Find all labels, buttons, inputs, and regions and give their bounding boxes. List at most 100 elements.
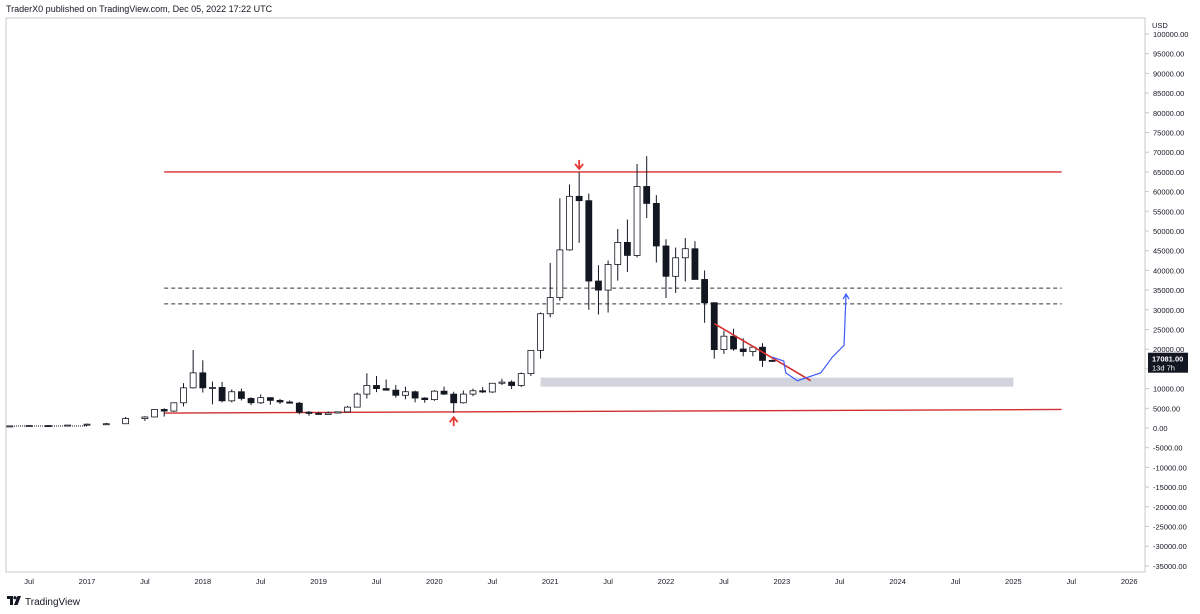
- candle-body: [209, 387, 216, 389]
- candle-body: [266, 397, 274, 401]
- candle-body: [527, 349, 535, 375]
- candle-body: [546, 297, 554, 315]
- candle-body: [595, 280, 602, 291]
- candle-body: [286, 401, 294, 404]
- candle-body: [730, 335, 737, 350]
- support-zone: [540, 377, 1014, 387]
- candle-body: [575, 195, 583, 202]
- resistance-trendline: [713, 322, 812, 382]
- price-tick-label: 40000.00: [1153, 266, 1184, 275]
- candle-body: [315, 413, 323, 415]
- price-tick-label: 60000.00: [1153, 188, 1184, 197]
- price-tick-label: 95000.00: [1153, 50, 1184, 59]
- time-tick-label: Jul: [488, 577, 498, 586]
- candle-body: [421, 397, 429, 401]
- last-price-label: 17081.00 13d 7h: [1148, 352, 1188, 373]
- candle-body: [469, 390, 477, 395]
- time-tick-label: 2017: [79, 577, 96, 586]
- price-tick-label: 0.00: [1153, 424, 1168, 433]
- candle-body: [440, 390, 448, 395]
- candle-body: [228, 391, 236, 402]
- price-tick-label: -25000.00: [1153, 523, 1187, 532]
- candle-body: [652, 203, 660, 247]
- projection-arrowhead: [842, 292, 850, 300]
- price-axis[interactable]: 100000.00 95000.00 90000.00 85000.00 80000.0…: [1145, 30, 1188, 571]
- candle-body: [402, 391, 409, 396]
- projection-path: [771, 294, 847, 382]
- candle-body: [257, 397, 265, 404]
- candle-body: [180, 387, 187, 404]
- candle-body: [324, 412, 332, 415]
- price-tick-label: 20000.00: [1153, 345, 1184, 354]
- candle-body: [691, 248, 699, 280]
- candle-body: [6, 425, 14, 428]
- price-tick-label: 35000.00: [1153, 286, 1184, 295]
- footer: TradingView: [7, 596, 80, 608]
- candle-body: [479, 390, 487, 393]
- zones-layer: [540, 377, 1014, 387]
- candle-body: [295, 402, 303, 413]
- price-tick-label: 5000.00: [1153, 404, 1180, 413]
- price-tick-label: -35000.00: [1153, 562, 1187, 571]
- candles-layer: [6, 156, 776, 428]
- time-tick-label: 2026: [1121, 577, 1138, 586]
- candle-body: [585, 200, 593, 282]
- drawings-layer: [448, 159, 850, 427]
- candle-body: [681, 248, 689, 259]
- candle-body: [102, 423, 110, 426]
- candle-body: [604, 264, 612, 291]
- candle-body: [537, 313, 544, 351]
- price-tick-label: 80000.00: [1153, 109, 1184, 118]
- price-tick-label: 70000.00: [1153, 148, 1184, 157]
- candle-body: [276, 400, 284, 403]
- candle-body: [64, 424, 72, 427]
- price-tick-label: 65000.00: [1153, 168, 1184, 177]
- candle-body: [672, 257, 680, 277]
- candle-body: [334, 411, 342, 414]
- tradingview-logo-icon: [7, 596, 21, 608]
- price-tick-label: -10000.00: [1153, 463, 1187, 472]
- candle-body: [633, 186, 641, 256]
- candle-body: [373, 385, 380, 389]
- candle-body: [45, 425, 52, 427]
- candle-body: [517, 373, 525, 386]
- candle-body: [488, 382, 496, 393]
- candle-body: [701, 279, 708, 304]
- price-tick-label: 75000.00: [1153, 129, 1184, 138]
- price-tick-label: 50000.00: [1153, 227, 1184, 236]
- time-tick-label: Jul: [256, 577, 266, 586]
- candle-body: [450, 393, 458, 404]
- arrow-head: [574, 163, 584, 171]
- arrow-up-icon: [448, 415, 459, 427]
- price-tick-label: -20000.00: [1153, 503, 1187, 512]
- candle-body: [566, 195, 573, 251]
- candle-body: [459, 393, 467, 404]
- time-tick-label: Jul: [24, 577, 34, 586]
- support-trendline: [164, 408, 1062, 414]
- candle-body: [141, 416, 149, 419]
- time-tick-label: Jul: [835, 577, 845, 586]
- candle-body: [344, 406, 351, 413]
- candle-body: [189, 372, 197, 389]
- time-tick-label: Jul: [1067, 577, 1077, 586]
- time-tick-label: Jul: [719, 577, 729, 586]
- candle-body: [624, 242, 631, 256]
- candle-body: [614, 242, 622, 265]
- candle-body: [643, 186, 651, 204]
- candle-body: [430, 390, 438, 401]
- candle-body: [170, 402, 178, 412]
- bar-countdown: 13d 7h: [1152, 364, 1175, 373]
- time-tick-label: 2024: [889, 577, 906, 586]
- time-axis[interactable]: Jul 2017 Jul 2018 Jul 2019 Jul 2020 Jul 2021 Jul 20…: [24, 577, 1137, 586]
- time-tick-label: 2025: [1005, 577, 1022, 586]
- price-tick-label: 25000.00: [1153, 326, 1184, 335]
- price-tick-label: -5000.00: [1153, 444, 1183, 453]
- candle-body: [392, 389, 400, 396]
- candle-body: [768, 360, 776, 362]
- footer-brand: TradingView: [25, 596, 81, 608]
- price-tick-label: 90000.00: [1153, 69, 1184, 78]
- candle-body: [218, 387, 226, 402]
- candle-body: [353, 393, 361, 408]
- candle-body: [498, 381, 506, 384]
